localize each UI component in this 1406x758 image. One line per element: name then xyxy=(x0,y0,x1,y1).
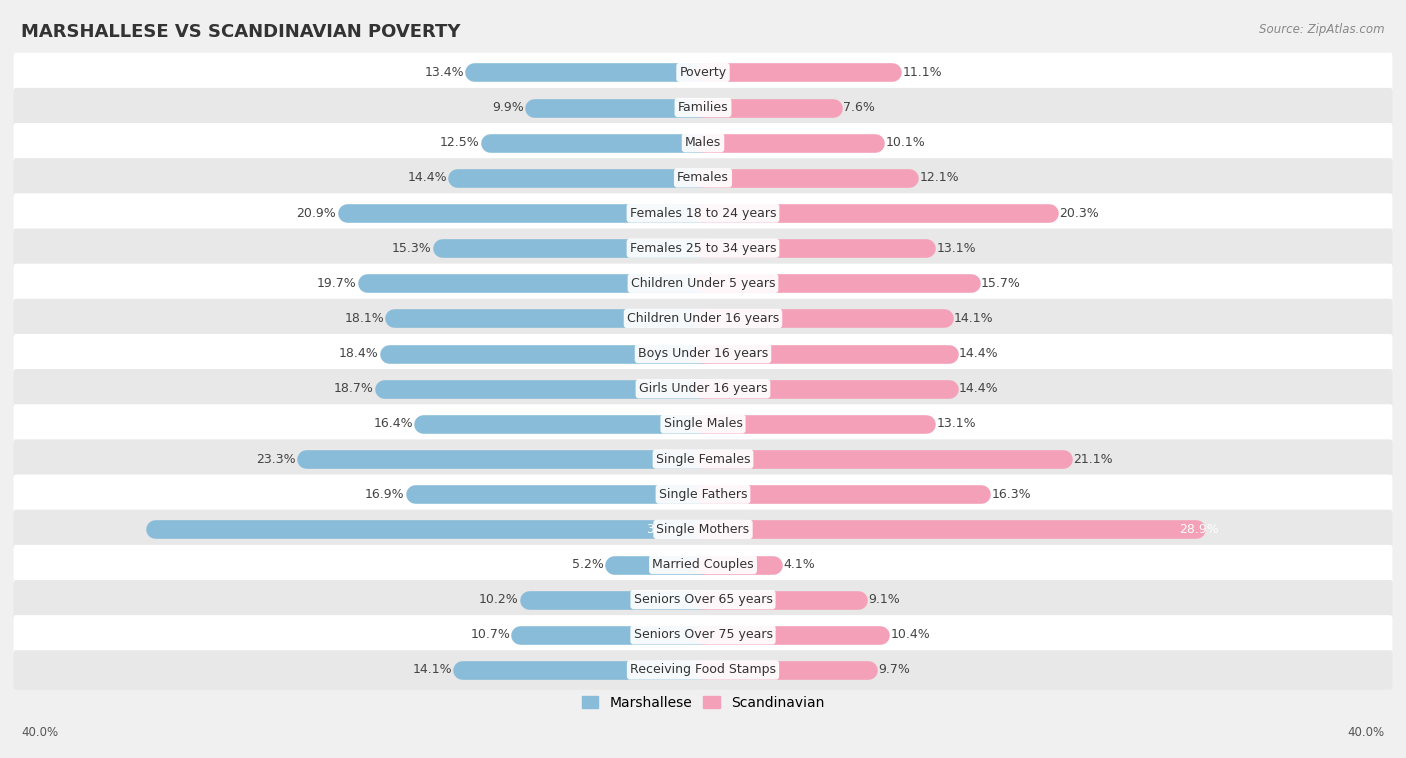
Text: Children Under 5 years: Children Under 5 years xyxy=(631,277,775,290)
Text: Receiving Food Stamps: Receiving Food Stamps xyxy=(630,663,776,676)
Text: 9.9%: 9.9% xyxy=(492,101,524,114)
Text: Source: ZipAtlas.com: Source: ZipAtlas.com xyxy=(1260,23,1385,36)
Text: 5.2%: 5.2% xyxy=(572,558,605,571)
Text: 4.1%: 4.1% xyxy=(783,558,815,571)
Text: Seniors Over 75 years: Seniors Over 75 years xyxy=(634,628,772,641)
Text: 32.1%: 32.1% xyxy=(647,523,686,536)
Text: 14.4%: 14.4% xyxy=(408,171,447,184)
Text: 10.2%: 10.2% xyxy=(479,594,519,606)
Text: 40.0%: 40.0% xyxy=(21,726,58,739)
Text: 9.1%: 9.1% xyxy=(869,594,900,606)
Text: 10.4%: 10.4% xyxy=(890,628,931,641)
FancyBboxPatch shape xyxy=(14,580,1392,619)
Text: 13.1%: 13.1% xyxy=(936,418,976,431)
FancyBboxPatch shape xyxy=(14,440,1392,479)
Text: Females: Females xyxy=(678,171,728,184)
Text: Girls Under 16 years: Girls Under 16 years xyxy=(638,382,768,395)
Text: 10.7%: 10.7% xyxy=(471,628,510,641)
Text: Poverty: Poverty xyxy=(679,66,727,79)
Text: 15.7%: 15.7% xyxy=(981,277,1021,290)
Text: Single Males: Single Males xyxy=(664,418,742,431)
Text: 15.3%: 15.3% xyxy=(392,242,432,255)
Text: 16.9%: 16.9% xyxy=(366,487,405,501)
FancyBboxPatch shape xyxy=(14,123,1392,162)
Text: 14.1%: 14.1% xyxy=(412,663,453,676)
Text: 18.4%: 18.4% xyxy=(339,347,380,360)
Text: 14.4%: 14.4% xyxy=(959,347,998,360)
Text: 13.4%: 13.4% xyxy=(425,66,464,79)
Text: 19.7%: 19.7% xyxy=(316,277,357,290)
Text: 18.1%: 18.1% xyxy=(344,312,384,325)
FancyBboxPatch shape xyxy=(14,228,1392,268)
Text: Females 25 to 34 years: Females 25 to 34 years xyxy=(630,242,776,255)
FancyBboxPatch shape xyxy=(14,88,1392,127)
Text: 21.1%: 21.1% xyxy=(1073,453,1112,465)
Text: 20.9%: 20.9% xyxy=(297,206,336,220)
Text: 20.3%: 20.3% xyxy=(1060,206,1099,220)
FancyBboxPatch shape xyxy=(14,369,1392,409)
FancyBboxPatch shape xyxy=(14,193,1392,233)
Text: 14.1%: 14.1% xyxy=(953,312,994,325)
FancyBboxPatch shape xyxy=(14,615,1392,654)
Text: 16.3%: 16.3% xyxy=(991,487,1031,501)
Text: 12.1%: 12.1% xyxy=(920,171,959,184)
Text: 11.1%: 11.1% xyxy=(903,66,942,79)
Text: 13.1%: 13.1% xyxy=(936,242,976,255)
Text: 18.7%: 18.7% xyxy=(335,382,374,395)
FancyBboxPatch shape xyxy=(14,158,1392,198)
Text: 23.3%: 23.3% xyxy=(256,453,295,465)
Text: 7.6%: 7.6% xyxy=(842,101,875,114)
FancyBboxPatch shape xyxy=(14,299,1392,338)
Text: 28.9%: 28.9% xyxy=(1178,523,1219,536)
Text: MARSHALLESE VS SCANDINAVIAN POVERTY: MARSHALLESE VS SCANDINAVIAN POVERTY xyxy=(21,23,461,41)
Text: Males: Males xyxy=(685,136,721,149)
Text: 40.0%: 40.0% xyxy=(1348,726,1385,739)
Text: Single Mothers: Single Mothers xyxy=(657,523,749,536)
FancyBboxPatch shape xyxy=(14,475,1392,514)
Text: Families: Families xyxy=(678,101,728,114)
Text: 16.4%: 16.4% xyxy=(374,418,413,431)
Text: Married Couples: Married Couples xyxy=(652,558,754,571)
FancyBboxPatch shape xyxy=(14,545,1392,584)
Text: 9.7%: 9.7% xyxy=(879,663,911,676)
Text: Seniors Over 65 years: Seniors Over 65 years xyxy=(634,594,772,606)
FancyBboxPatch shape xyxy=(14,53,1392,92)
FancyBboxPatch shape xyxy=(14,264,1392,303)
Legend: Marshallese, Scandinavian: Marshallese, Scandinavian xyxy=(576,691,830,716)
Text: Single Fathers: Single Fathers xyxy=(659,487,747,501)
Text: Females 18 to 24 years: Females 18 to 24 years xyxy=(630,206,776,220)
FancyBboxPatch shape xyxy=(14,334,1392,373)
FancyBboxPatch shape xyxy=(14,509,1392,549)
FancyBboxPatch shape xyxy=(14,650,1392,690)
Text: 12.5%: 12.5% xyxy=(440,136,479,149)
Text: 10.1%: 10.1% xyxy=(886,136,925,149)
Text: Single Females: Single Females xyxy=(655,453,751,465)
FancyBboxPatch shape xyxy=(14,404,1392,443)
Text: 14.4%: 14.4% xyxy=(959,382,998,395)
Text: Boys Under 16 years: Boys Under 16 years xyxy=(638,347,768,360)
Text: Children Under 16 years: Children Under 16 years xyxy=(627,312,779,325)
